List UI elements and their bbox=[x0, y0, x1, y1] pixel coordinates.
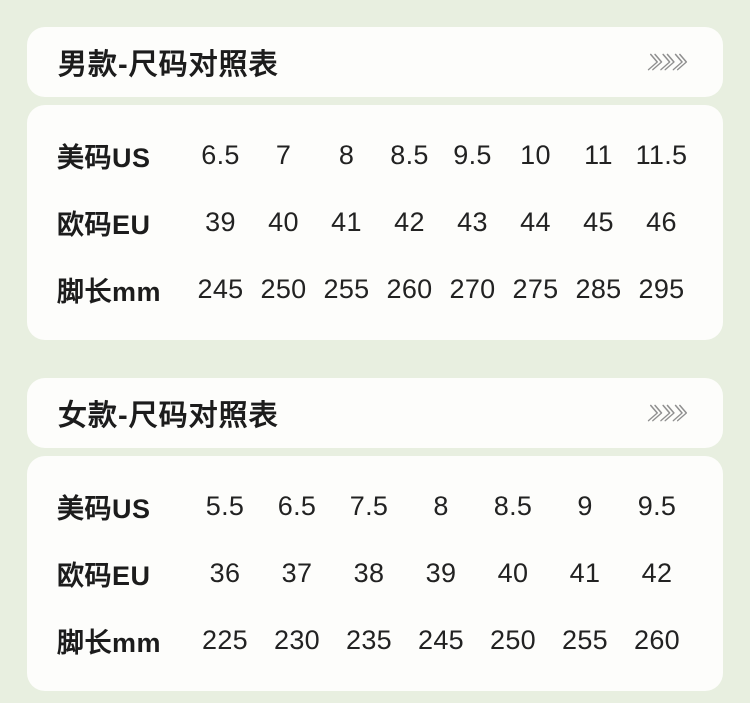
table-cell: 42 bbox=[394, 207, 425, 237]
table-cell: 41 bbox=[569, 558, 601, 588]
table-row-eu: 欧码EU 39 40 41 42 43 44 45 46 bbox=[57, 189, 693, 256]
triple-chevron-right-icon bbox=[647, 53, 689, 71]
table-cell: 39 bbox=[205, 207, 236, 237]
table-cell: 285 bbox=[575, 274, 622, 304]
row-label-us: 美码US bbox=[57, 143, 151, 173]
table-cell: 39 bbox=[425, 558, 457, 588]
row-label-us: 美码US bbox=[57, 494, 151, 524]
table-cell: 40 bbox=[268, 207, 299, 237]
row-values-eu: 36 37 38 39 40 41 42 bbox=[189, 558, 693, 589]
mens-size-header: 男款-尺码对照表 bbox=[27, 27, 723, 97]
table-cell: 37 bbox=[281, 558, 313, 588]
womens-size-title: 女款-尺码对照表 bbox=[58, 400, 279, 432]
table-cell: 10 bbox=[520, 140, 551, 170]
table-cell: 230 bbox=[274, 625, 320, 655]
table-cell: 6.5 bbox=[201, 140, 240, 170]
table-cell: 41 bbox=[331, 207, 362, 237]
table-cell: 275 bbox=[512, 274, 559, 304]
table-cell: 42 bbox=[641, 558, 673, 588]
table-row-us: 美码US 5.5 6.5 7.5 8 8.5 9 9.5 bbox=[57, 473, 693, 540]
table-cell: 245 bbox=[418, 625, 464, 655]
womens-size-header: 女款-尺码对照表 bbox=[27, 378, 723, 448]
table-cell: 235 bbox=[346, 625, 392, 655]
table-cell: 44 bbox=[520, 207, 551, 237]
table-cell: 9.5 bbox=[637, 491, 677, 521]
womens-size-section: 女款-尺码对照表 美码US 5.5 6.5 7.5 8 bbox=[27, 378, 723, 691]
table-cell: 11 bbox=[584, 140, 613, 170]
table-cell: 270 bbox=[449, 274, 496, 304]
mens-size-title: 男款-尺码对照表 bbox=[58, 49, 279, 81]
table-cell: 255 bbox=[562, 625, 608, 655]
table-row-footlength: 脚长mm 225 230 235 245 250 255 260 bbox=[57, 607, 693, 674]
table-cell: 9 bbox=[577, 491, 593, 521]
row-label-eu: 欧码EU bbox=[57, 561, 151, 591]
table-cell: 225 bbox=[202, 625, 248, 655]
row-values-footlength: 225 230 235 245 250 255 260 bbox=[189, 625, 693, 656]
table-cell: 9.5 bbox=[453, 140, 492, 170]
table-cell: 43 bbox=[457, 207, 488, 237]
row-values-eu: 39 40 41 42 43 44 45 46 bbox=[189, 207, 693, 238]
table-row-eu: 欧码EU 36 37 38 39 40 41 42 bbox=[57, 540, 693, 607]
table-cell: 260 bbox=[386, 274, 433, 304]
table-cell: 8.5 bbox=[493, 491, 533, 521]
triple-chevron-right-icon bbox=[647, 404, 689, 422]
table-row-footlength: 脚长mm 245 250 255 260 270 275 285 295 bbox=[57, 256, 693, 323]
table-cell: 5.5 bbox=[205, 491, 245, 521]
table-cell: 8 bbox=[433, 491, 449, 521]
table-cell: 38 bbox=[353, 558, 385, 588]
row-label-eu: 欧码EU bbox=[57, 210, 151, 240]
table-cell: 250 bbox=[260, 274, 307, 304]
row-label-footlength: 脚长mm bbox=[57, 628, 162, 658]
mens-size-section: 男款-尺码对照表 美码US 6.5 7 8 8.5 bbox=[27, 27, 723, 340]
table-cell: 36 bbox=[209, 558, 241, 588]
mens-size-table: 美码US 6.5 7 8 8.5 9.5 10 11 11.5 欧码EU 39 … bbox=[27, 105, 723, 340]
table-cell: 6.5 bbox=[277, 491, 317, 521]
table-cell: 250 bbox=[490, 625, 536, 655]
table-cell: 260 bbox=[634, 625, 680, 655]
table-cell: 40 bbox=[497, 558, 529, 588]
table-cell: 7 bbox=[275, 140, 292, 170]
table-cell: 245 bbox=[197, 274, 244, 304]
womens-size-table: 美码US 5.5 6.5 7.5 8 8.5 9 9.5 欧码EU 36 37 … bbox=[27, 456, 723, 691]
table-row-us: 美码US 6.5 7 8 8.5 9.5 10 11 11.5 bbox=[57, 122, 693, 189]
table-cell: 8 bbox=[338, 140, 355, 170]
row-values-us: 5.5 6.5 7.5 8 8.5 9 9.5 bbox=[189, 491, 693, 522]
table-cell: 8.5 bbox=[390, 140, 429, 170]
row-values-us: 6.5 7 8 8.5 9.5 10 11 11.5 bbox=[189, 140, 693, 171]
table-cell: 295 bbox=[638, 274, 685, 304]
table-cell: 46 bbox=[646, 207, 677, 237]
table-cell: 45 bbox=[583, 207, 614, 237]
table-cell: 11.5 bbox=[635, 140, 688, 170]
row-label-footlength: 脚长mm bbox=[57, 277, 162, 307]
table-cell: 7.5 bbox=[349, 491, 389, 521]
row-values-footlength: 245 250 255 260 270 275 285 295 bbox=[189, 274, 693, 305]
table-cell: 255 bbox=[323, 274, 370, 304]
